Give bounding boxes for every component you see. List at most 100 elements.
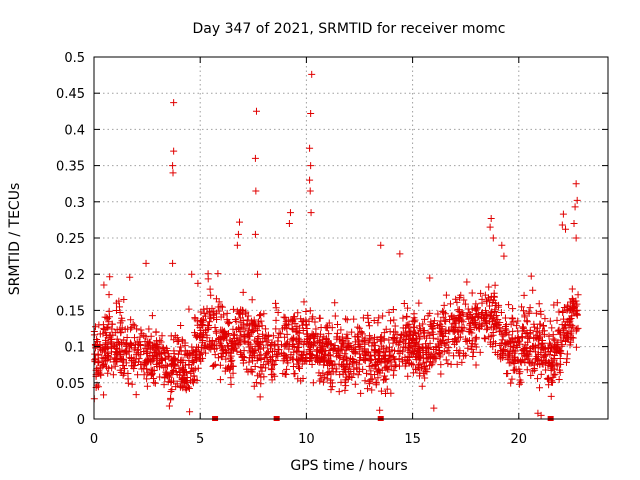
data-point — [551, 370, 559, 378]
data-point — [175, 364, 183, 372]
data-point — [100, 326, 108, 334]
data-point — [111, 362, 119, 370]
data-point — [564, 333, 572, 341]
data-point — [307, 109, 315, 117]
data-point — [446, 316, 454, 324]
data-point — [118, 314, 126, 322]
data-point — [183, 350, 191, 358]
data-point — [473, 305, 481, 313]
data-point — [495, 301, 503, 309]
data-point — [142, 357, 150, 365]
data-point — [530, 365, 538, 373]
data-point — [104, 369, 112, 377]
data-point — [566, 341, 574, 349]
data-point — [341, 378, 349, 386]
data-point — [491, 308, 499, 316]
data-point — [450, 352, 458, 360]
data-point — [327, 370, 335, 378]
data-point — [519, 345, 527, 353]
data-point — [175, 337, 183, 345]
data-point — [323, 375, 331, 383]
data-point — [518, 333, 526, 341]
data-point — [229, 369, 237, 377]
data-point — [282, 320, 290, 328]
data-point — [486, 223, 494, 231]
y-tick-label: 0.45 — [56, 87, 85, 102]
data-point — [194, 321, 202, 329]
data-point — [328, 364, 336, 372]
data-point — [218, 353, 226, 361]
data-point — [389, 334, 397, 342]
data-point — [426, 309, 434, 317]
data-point — [211, 351, 219, 359]
data-point — [306, 187, 314, 195]
data-point — [222, 355, 230, 363]
data-point — [184, 383, 192, 391]
data-point — [208, 337, 216, 345]
data-point — [308, 70, 316, 78]
data-point — [167, 332, 175, 340]
data-point — [533, 332, 541, 340]
data-point — [341, 350, 349, 358]
data-point — [197, 326, 205, 334]
data-point — [299, 326, 307, 334]
data-point — [351, 380, 359, 388]
y-tick-label: 0.2 — [64, 268, 85, 283]
data-point — [295, 364, 303, 372]
data-point — [338, 346, 346, 354]
data-point — [339, 368, 347, 376]
data-point — [236, 314, 244, 322]
data-point — [534, 341, 542, 349]
data-point — [109, 371, 117, 379]
data-point — [191, 375, 199, 383]
data-point — [410, 328, 418, 336]
data-point — [213, 344, 221, 352]
data-point — [325, 357, 333, 365]
data-point — [131, 322, 139, 330]
data-point — [480, 334, 488, 342]
data-point — [322, 347, 330, 355]
data-point — [459, 318, 467, 326]
data-point — [491, 281, 499, 289]
axis-ticks — [93, 56, 608, 420]
data-point — [476, 348, 484, 356]
data-point — [119, 357, 127, 365]
data-point — [313, 352, 321, 360]
data-point — [555, 326, 563, 334]
data-point — [235, 218, 243, 226]
data-point — [115, 340, 123, 348]
data-point — [306, 176, 314, 184]
data-point — [145, 325, 153, 333]
data-point — [390, 367, 398, 375]
data-point — [354, 323, 362, 331]
data-point — [234, 230, 242, 238]
data-point — [348, 328, 356, 336]
data-point — [426, 362, 434, 370]
data-point — [342, 382, 350, 390]
data-point — [371, 347, 379, 355]
data-point — [507, 379, 515, 387]
data-point — [456, 312, 464, 320]
data-point — [570, 220, 578, 228]
data-point — [517, 359, 525, 367]
data-point — [482, 311, 490, 319]
data-point — [252, 187, 260, 195]
data-point — [315, 314, 323, 322]
data-point — [527, 359, 535, 367]
data-point — [311, 340, 319, 348]
data-point — [366, 352, 374, 360]
data-point — [550, 365, 558, 373]
data-point — [129, 320, 137, 328]
data-point — [357, 389, 365, 397]
data-point — [571, 203, 579, 211]
data-point — [354, 333, 362, 341]
data-point — [529, 359, 537, 367]
data-point — [239, 288, 247, 296]
data-point — [445, 349, 453, 357]
data-point — [306, 307, 314, 315]
data-point — [210, 362, 218, 370]
data-point — [342, 315, 350, 323]
data-point — [492, 325, 500, 333]
data-point — [163, 372, 171, 380]
data-point — [378, 336, 386, 344]
